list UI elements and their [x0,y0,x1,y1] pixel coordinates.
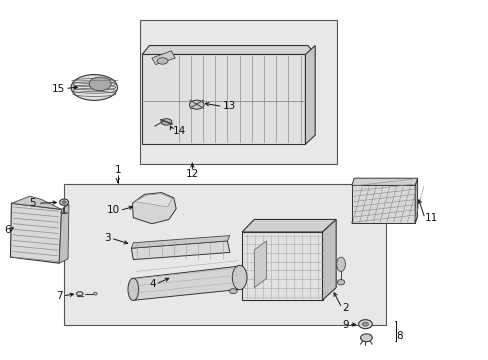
Polygon shape [59,204,69,263]
Polygon shape [351,185,414,223]
Polygon shape [142,45,315,54]
Text: 9: 9 [342,320,348,329]
Text: 1: 1 [114,165,121,175]
Polygon shape [135,194,172,207]
Ellipse shape [62,201,66,204]
Ellipse shape [336,257,345,271]
Text: 14: 14 [172,126,185,135]
Ellipse shape [89,77,111,91]
Ellipse shape [128,278,139,301]
Polygon shape [254,241,266,288]
Polygon shape [131,241,229,260]
Text: 5: 5 [29,198,36,208]
Polygon shape [64,184,385,325]
Ellipse shape [362,322,367,326]
Text: 4: 4 [149,279,156,289]
Polygon shape [242,232,322,300]
Ellipse shape [71,75,117,100]
Ellipse shape [161,119,171,125]
Ellipse shape [360,334,371,342]
Text: 3: 3 [104,233,111,243]
Text: 11: 11 [424,213,437,223]
Polygon shape [131,266,239,300]
Text: 12: 12 [185,168,199,179]
Text: 8: 8 [396,331,403,341]
Polygon shape [351,178,417,185]
Polygon shape [132,193,176,224]
Polygon shape [131,235,229,248]
Text: 2: 2 [341,303,348,313]
Ellipse shape [157,58,167,64]
Ellipse shape [232,265,246,290]
Text: 13: 13 [222,102,235,112]
Polygon shape [351,216,417,223]
Ellipse shape [76,292,83,296]
Polygon shape [140,21,336,164]
Ellipse shape [337,279,344,285]
Polygon shape [305,45,315,144]
Ellipse shape [229,289,237,294]
Ellipse shape [358,320,371,329]
Polygon shape [414,178,417,223]
Text: 15: 15 [52,84,65,94]
Ellipse shape [189,100,203,109]
Polygon shape [142,54,305,144]
Text: 7: 7 [56,291,62,301]
Ellipse shape [93,292,97,295]
Polygon shape [11,196,61,210]
Polygon shape [242,220,335,232]
Polygon shape [322,220,335,300]
Text: 10: 10 [106,206,120,216]
Polygon shape [152,51,175,64]
Text: 6: 6 [4,225,11,235]
Polygon shape [10,203,61,263]
Ellipse shape [60,199,68,206]
